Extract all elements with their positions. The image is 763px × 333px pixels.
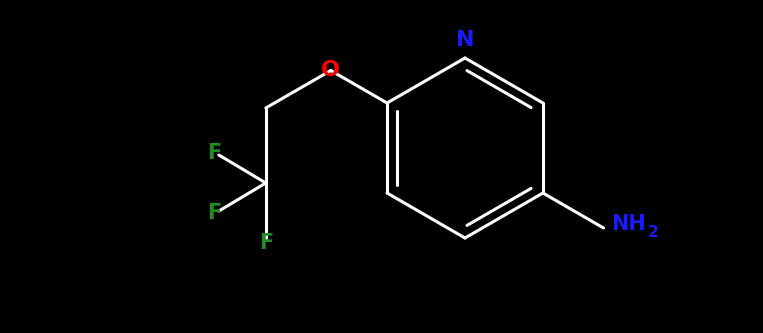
Text: F: F <box>207 143 221 163</box>
Text: 2: 2 <box>648 225 658 240</box>
Text: O: O <box>321 61 340 81</box>
Text: N: N <box>456 30 475 50</box>
Text: NH: NH <box>612 214 646 234</box>
Text: F: F <box>207 203 221 223</box>
Text: F: F <box>259 233 273 253</box>
